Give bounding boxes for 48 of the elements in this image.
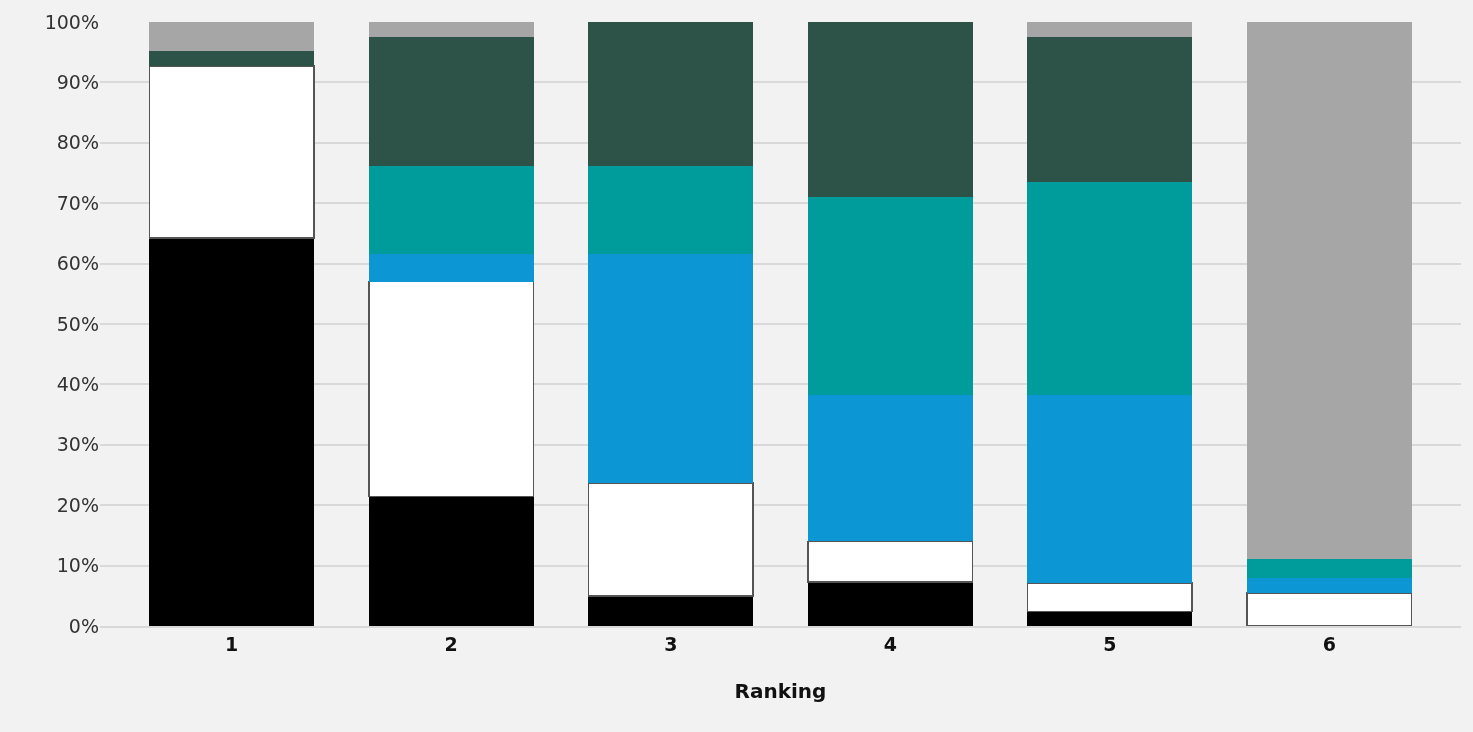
bar xyxy=(1246,558,1412,578)
bar xyxy=(368,253,534,282)
bar xyxy=(588,595,754,626)
bar xyxy=(368,165,534,254)
bar xyxy=(588,253,754,483)
bar xyxy=(588,22,754,166)
y-tick-label: 80% xyxy=(56,131,99,154)
bar xyxy=(1246,577,1412,593)
x-tick-label: 2 xyxy=(444,632,458,655)
x-tick-label: 6 xyxy=(1322,632,1336,655)
bar xyxy=(1027,395,1193,584)
x-tick-label: 1 xyxy=(225,632,239,655)
x-tick-label: 3 xyxy=(664,632,678,655)
bar xyxy=(587,482,754,597)
x-tick-label: 5 xyxy=(1103,632,1117,655)
bar xyxy=(149,238,315,626)
bar xyxy=(807,540,974,583)
bar xyxy=(807,22,973,197)
y-tick-label: 30% xyxy=(56,433,99,456)
bar xyxy=(1246,592,1413,626)
y-tick-label: 100% xyxy=(44,10,99,33)
x-axis-title: Ranking xyxy=(734,678,827,703)
y-tick-label: 50% xyxy=(56,312,99,335)
bar xyxy=(368,22,534,38)
bar xyxy=(368,37,534,166)
bar xyxy=(1027,22,1193,37)
y-tick-label: 70% xyxy=(56,191,99,214)
bar xyxy=(1027,611,1193,626)
bar xyxy=(807,395,973,542)
y-tick-label: 60% xyxy=(56,252,99,275)
bar xyxy=(148,65,315,239)
bar xyxy=(1027,182,1193,396)
bar xyxy=(1026,582,1193,613)
bar xyxy=(368,496,534,626)
bar xyxy=(807,196,973,396)
bar xyxy=(149,50,315,67)
y-tick-label: 10% xyxy=(56,554,99,577)
y-tick-label: 40% xyxy=(56,373,99,396)
y-tick-label: 0% xyxy=(68,614,99,637)
bar xyxy=(149,22,315,51)
bar xyxy=(1027,36,1193,183)
y-tick-label: 90% xyxy=(56,71,99,94)
bar xyxy=(807,581,973,626)
bar xyxy=(588,165,754,254)
bar xyxy=(368,280,535,498)
bar xyxy=(1246,22,1412,559)
x-tick-label: 4 xyxy=(883,632,897,655)
y-tick-label: 20% xyxy=(56,493,99,516)
